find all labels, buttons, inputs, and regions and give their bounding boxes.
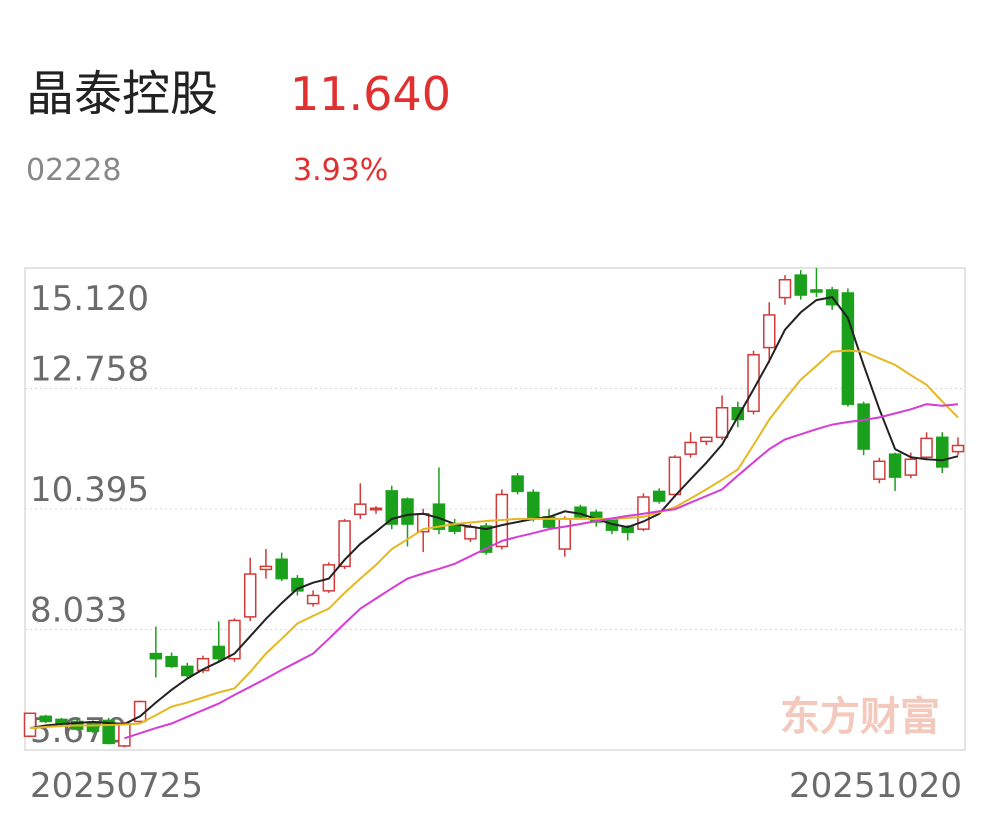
candle-body xyxy=(700,436,713,443)
candle-body xyxy=(338,520,351,568)
candle-body xyxy=(920,437,933,458)
candle-body xyxy=(369,507,383,511)
candle-body xyxy=(857,403,870,450)
candle-body xyxy=(275,558,288,580)
candle-body xyxy=(904,458,918,476)
candle-body xyxy=(354,503,367,516)
y-tick-label: 10.395 xyxy=(30,470,149,510)
candle-body xyxy=(181,665,194,677)
watermark: 东方财富 xyxy=(780,694,940,740)
candle-body xyxy=(511,475,524,493)
candle-body xyxy=(464,526,477,540)
candle-body xyxy=(951,444,965,453)
candle-body xyxy=(118,722,131,747)
candle-body xyxy=(39,715,52,723)
candle-body xyxy=(684,441,697,455)
candle-body xyxy=(259,565,273,571)
candle-body xyxy=(306,594,320,605)
candle-body xyxy=(841,292,855,405)
candle-body xyxy=(794,274,807,296)
candle-body xyxy=(936,436,949,468)
candle-body xyxy=(527,491,540,520)
candle-body xyxy=(778,278,792,299)
candle-body xyxy=(731,407,745,421)
candle-body xyxy=(385,490,399,525)
x-tick-label: 20250725 xyxy=(30,766,203,806)
stock-name: 晶泰控股 xyxy=(26,66,218,122)
stock-price: 11.640 xyxy=(290,67,451,121)
candle-body xyxy=(86,722,100,732)
x-tick-label: 20251020 xyxy=(789,766,962,806)
y-tick-label: 12.758 xyxy=(30,349,149,389)
candle-body xyxy=(715,407,729,439)
candle-body xyxy=(558,518,572,550)
candle-body xyxy=(873,460,886,480)
y-tick-label: 8.033 xyxy=(30,590,127,630)
moving-average-line xyxy=(29,349,959,730)
candle-body xyxy=(102,719,115,745)
candle-body xyxy=(668,456,682,496)
price-change: 3.93% xyxy=(293,153,388,188)
candle-body xyxy=(291,577,304,592)
candle-body xyxy=(165,655,178,668)
candle-body xyxy=(747,353,760,413)
candle-body xyxy=(243,573,257,618)
candle-body xyxy=(763,314,776,349)
candle-body xyxy=(212,645,225,660)
candle-body xyxy=(228,619,241,660)
stock-code: 02228 xyxy=(26,153,121,188)
moving-average-line xyxy=(124,403,959,740)
candle-body xyxy=(888,453,902,478)
candle-body xyxy=(652,490,666,502)
moving-average-line xyxy=(29,296,959,730)
candle-body xyxy=(23,712,37,737)
candle-body xyxy=(810,289,823,293)
candle-body xyxy=(479,525,493,553)
candle-body xyxy=(149,652,163,660)
candle-body xyxy=(401,498,414,525)
y-tick-label: 15.120 xyxy=(30,279,149,319)
